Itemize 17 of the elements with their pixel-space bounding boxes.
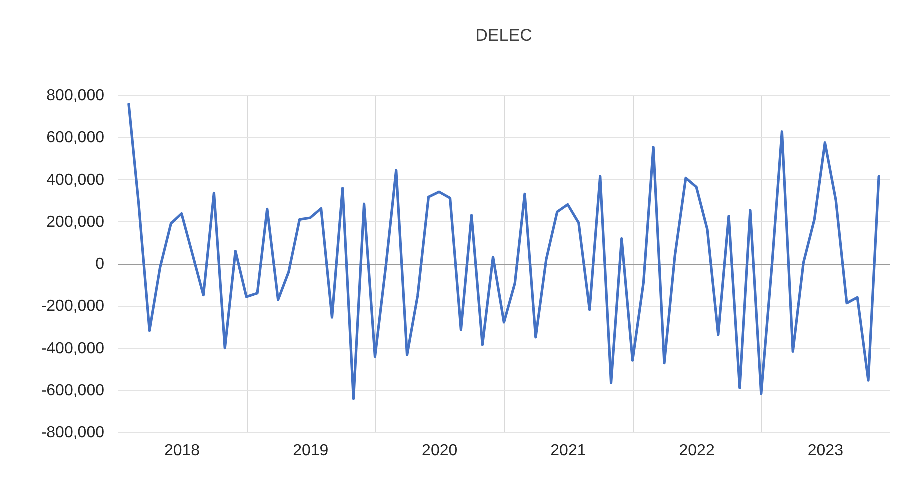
y-tick-label: -400,000 [41, 340, 105, 358]
x-tick-label: 2021 [550, 442, 586, 460]
y-tick-label: 200,000 [46, 214, 105, 231]
y-tick-label: 0 [96, 256, 105, 273]
x-tick-label: 2022 [679, 442, 715, 460]
chart-title: DELEC [476, 26, 532, 45]
line-series [128, 102, 880, 400]
x-tick-label: 2023 [808, 442, 844, 460]
y-tick-label: 800,000 [46, 88, 105, 104]
y-tick-label: 600,000 [46, 130, 105, 147]
y-tick-label: -800,000 [41, 424, 105, 442]
x-tick-label: 2018 [164, 442, 200, 460]
x-tick-label: 2019 [293, 442, 329, 460]
y-tick-label: -200,000 [41, 298, 105, 316]
x-tick-label: 2020 [422, 442, 458, 460]
y-tick-label: -600,000 [41, 382, 105, 400]
y-tick-label: 400,000 [46, 172, 105, 189]
